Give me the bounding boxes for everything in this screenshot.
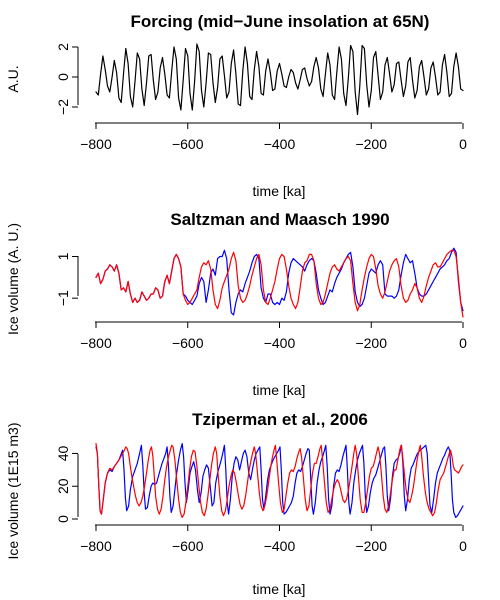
y-axis-label: A.U. xyxy=(5,65,21,92)
y-tick-label: −1 xyxy=(55,290,71,306)
x-ticks: −800 −600 −400 −200 0 xyxy=(80,322,467,351)
x-tick-label: −200 xyxy=(355,538,387,554)
y-ticks: −2 0 2 xyxy=(55,43,78,115)
y-tick-label: 2 xyxy=(55,43,71,51)
x-tick-label: 0 xyxy=(459,136,467,152)
x-tick-label: −600 xyxy=(172,136,204,152)
x-tick-label: −400 xyxy=(264,538,296,554)
y-tick-label: 0 xyxy=(55,515,71,523)
series-group xyxy=(95,247,464,318)
panel-title: Saltzman and Maasch 1990 xyxy=(170,210,389,229)
y-ticks: 0 20 40 xyxy=(55,445,78,523)
x-axis-label: time [ka] xyxy=(253,183,306,199)
y-tick-label: 40 xyxy=(55,445,71,461)
y-tick-label: 20 xyxy=(55,478,71,494)
y-tick-label: −2 xyxy=(55,99,71,115)
x-tick-label: −800 xyxy=(80,136,112,152)
x-tick-label: −400 xyxy=(264,136,296,152)
series-group xyxy=(95,443,464,518)
x-tick-label: −400 xyxy=(264,335,296,351)
x-axis-label: time [ka] xyxy=(253,382,306,398)
y-tick-label: 1 xyxy=(55,252,71,260)
x-ticks: −800 −600 −400 −200 0 xyxy=(80,123,467,152)
series-line xyxy=(95,43,464,116)
x-tick-label: 0 xyxy=(459,335,467,351)
panel-title: Forcing (mid−June insolation at 65N) xyxy=(131,12,430,31)
x-tick-label: −600 xyxy=(172,335,204,351)
y-tick-label: 0 xyxy=(55,73,71,81)
series-group xyxy=(95,43,464,116)
saltzman-maasch-panel: Saltzman and Maasch 1990 Ice volume (A. … xyxy=(5,210,467,398)
x-axis-label: time [ka] xyxy=(253,581,306,597)
y-axis-label: Ice volume (1E15 m3) xyxy=(5,423,21,560)
x-ticks: −800 −600 −400 −200 0 xyxy=(80,525,467,554)
x-tick-label: 0 xyxy=(459,538,467,554)
panel-title: Tziperman et al., 2006 xyxy=(192,410,368,429)
x-tick-label: −800 xyxy=(80,335,112,351)
y-ticks: −1 1 xyxy=(55,252,78,306)
x-tick-label: −600 xyxy=(172,538,204,554)
tziperman-panel: Tziperman et al., 2006 Ice volume (1E15 … xyxy=(5,410,467,597)
x-tick-label: −800 xyxy=(80,538,112,554)
series-line xyxy=(95,443,464,518)
forcing-panel: Forcing (mid−June insolation at 65N) A.U… xyxy=(5,12,467,199)
series-line xyxy=(95,249,464,318)
x-tick-label: −200 xyxy=(355,136,387,152)
y-axis-label: Ice volume (A. U.) xyxy=(5,223,21,335)
x-tick-label: −200 xyxy=(355,335,387,351)
